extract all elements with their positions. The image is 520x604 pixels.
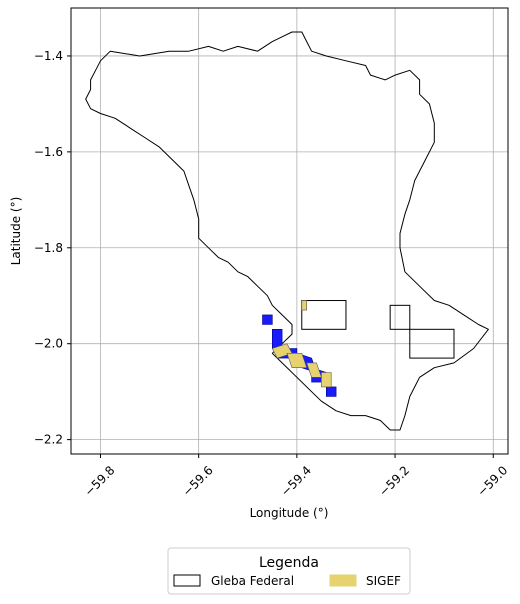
y-axis-label: Latitude (°)	[9, 197, 23, 266]
legend-title: Legenda	[259, 555, 319, 571]
x-tick-label: −59.0	[474, 463, 510, 499]
sigef-parcel	[286, 352, 308, 369]
legend-label-sigef: SIGEF	[366, 574, 401, 588]
x-tick-label: −59.4	[278, 463, 314, 499]
gleba-federal-rectangle	[389, 304, 411, 330]
parcel-blue	[325, 386, 337, 397]
x-tick-label: −59.6	[180, 463, 216, 499]
grid	[71, 8, 508, 454]
gleba-federal-layer	[85, 31, 489, 431]
plot-background	[71, 8, 508, 454]
y-tick-label: −1.4	[34, 49, 63, 63]
gleba-federal-outline	[85, 31, 489, 431]
parcel-blue	[262, 314, 273, 325]
sigef-parcel	[301, 300, 308, 311]
gleba-federal-rectangle	[301, 300, 347, 330]
legend-label-gleba-federal: Gleba Federal	[211, 574, 294, 588]
sigef-layer	[262, 300, 337, 397]
y-tick-label: −2.2	[34, 433, 63, 447]
plot-frame	[70, 7, 509, 455]
y-tick-label: −1.8	[34, 241, 63, 255]
legend: Legenda Gleba Federal SIGEF	[167, 547, 411, 595]
x-tick-label: −59.8	[82, 463, 118, 499]
y-tick-label: −1.6	[34, 145, 63, 159]
x-axis-label: Longitude (°)	[250, 506, 329, 520]
gleba-federal-rectangle	[409, 328, 455, 359]
sigef-parcel	[321, 372, 332, 388]
x-tick-label: −59.2	[376, 463, 412, 499]
legend-swatch-sigef	[329, 574, 357, 587]
y-tick-label: −2.0	[34, 337, 63, 351]
legend-swatch-gleba-federal	[173, 574, 201, 587]
